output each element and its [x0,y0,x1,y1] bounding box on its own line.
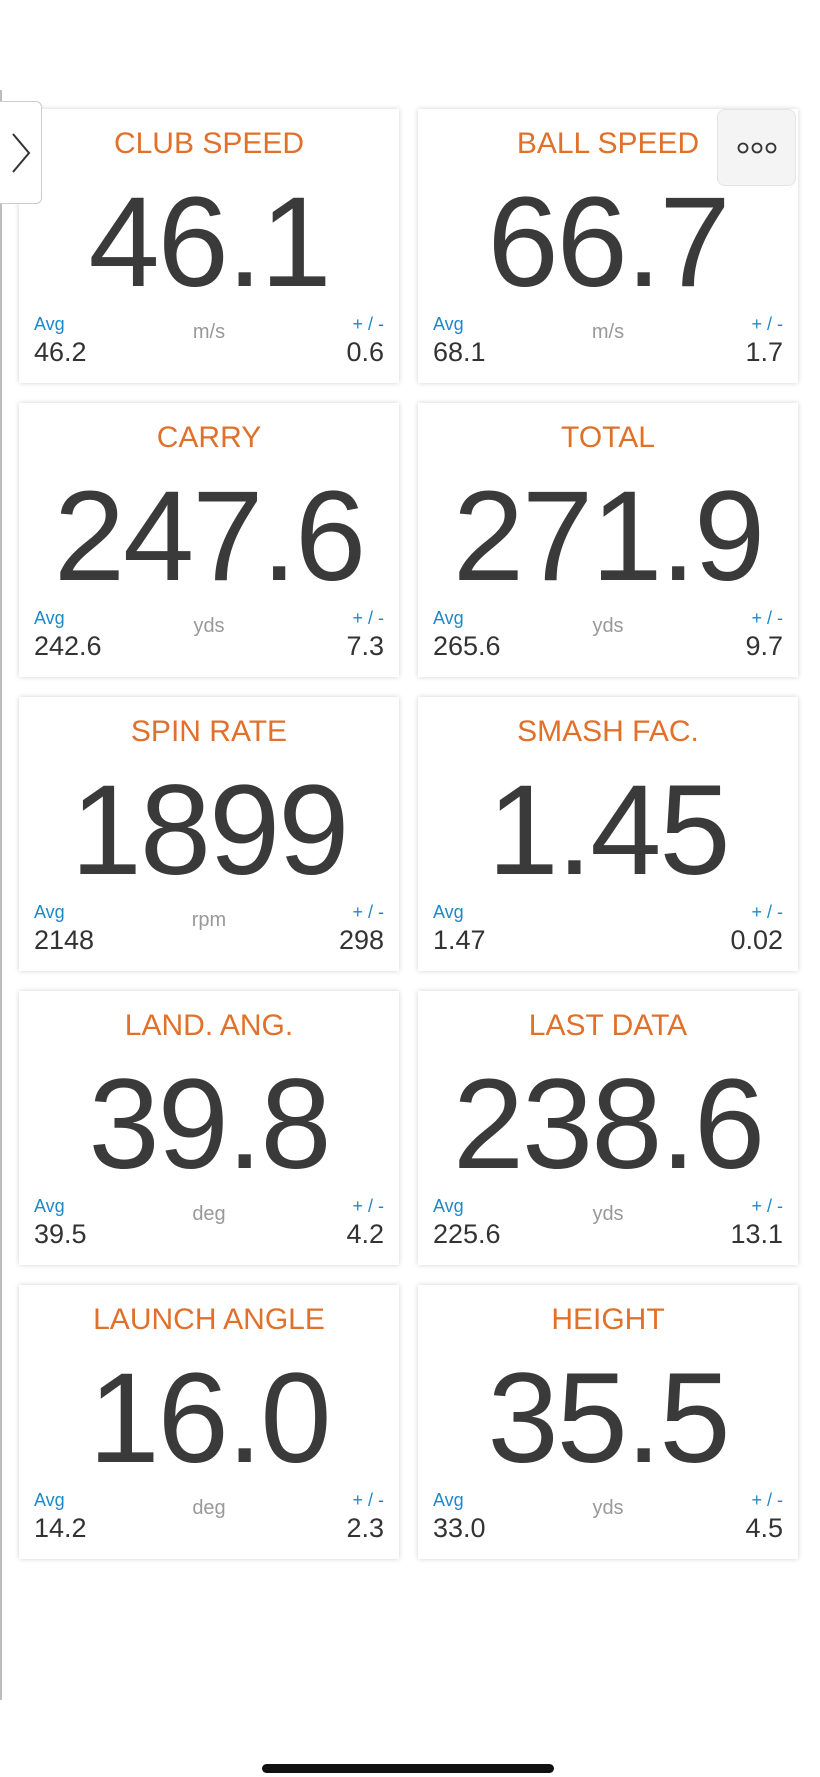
metric-title: SPIN RATE [130,715,288,748]
plus-minus-value: 7.3 [346,631,384,661]
metric-title: LAND. ANG. [124,1009,294,1042]
metric-unit: yds [592,1497,624,1519]
avg-value: 2148 [34,925,95,955]
metric-unit: m/s [192,321,226,343]
plus-minus-label: + / - [751,314,783,334]
expand-sidebar-button[interactable] [0,101,42,204]
avg-label: Avg [34,608,65,628]
avg-value: 225.6 [433,1219,501,1249]
metric-value: 1899 [70,759,350,902]
plus-minus-value: 0.02 [730,925,783,955]
avg-label: Avg [34,1196,65,1216]
metric-unit: yds [592,615,624,637]
chevron-right-icon [11,132,30,173]
metric-value: 66.7 [487,171,730,314]
metric-card[interactable]: TOTAL 271.9 Avg + / - yds 265.6 9.7 [418,403,798,677]
metric-card[interactable]: BALL SPEED 66.7 Avg + / - m/s 68.1 1.7 [418,109,798,383]
avg-value: 68.1 [433,337,486,367]
avg-label: Avg [34,1490,65,1510]
plus-minus-label: + / - [352,608,384,628]
avg-value: 242.6 [34,631,102,661]
metric-unit: yds [193,615,225,637]
metric-card[interactable]: SMASH FAC. 1.45 Avg + / - 1.47 0.02 [418,697,798,971]
plus-minus-label: + / - [751,1490,783,1510]
metric-value: 238.6 [452,1053,765,1196]
home-indicator[interactable] [262,1764,554,1773]
metric-value: 1.45 [487,759,730,902]
metric-card[interactable]: LAUNCH ANGLE 16.0 Avg + / - deg 14.2 2.3 [19,1285,399,1559]
metric-card[interactable]: CLUB SPEED 46.1 Avg + / - m/s 46.2 0.6 [19,109,399,383]
more-icon [737,142,776,153]
avg-value: 1.47 [433,925,486,955]
avg-label: Avg [433,314,464,334]
plus-minus-value: 9.7 [745,631,783,661]
metric-title: CLUB SPEED [113,127,305,160]
metric-card[interactable]: LAND. ANG. 39.8 Avg + / - deg 39.5 4.2 [19,991,399,1265]
metric-value: 39.8 [88,1053,331,1196]
avg-label: Avg [433,1196,464,1216]
plus-minus-label: + / - [751,608,783,628]
metric-value: 46.1 [88,171,331,314]
more-options-button[interactable] [717,109,796,186]
metric-card[interactable]: LAST DATA 238.6 Avg + / - yds 225.6 13.1 [418,991,798,1265]
metric-unit: m/s [591,321,625,343]
metric-unit: deg [192,1203,226,1225]
metrics-grid: CLUB SPEED 46.1 Avg + / - m/s 46.2 0.6 BA… [19,109,798,1559]
metric-title: HEIGHT [551,1303,665,1336]
plus-minus-label: + / - [751,1196,783,1216]
metric-unit: deg [192,1497,226,1519]
metric-value: 16.0 [88,1347,331,1490]
plus-minus-value: 1.7 [745,337,783,367]
plus-minus-label: + / - [352,1196,384,1216]
metric-card[interactable]: CARRY 247.6 Avg + / - yds 242.6 7.3 [19,403,399,677]
avg-value: 39.5 [34,1219,87,1249]
avg-label: Avg [433,902,464,922]
metric-title: LAUNCH ANGLE [93,1303,325,1336]
metric-card[interactable]: SPIN RATE 1899 Avg + / - rpm 2148 298 [19,697,399,971]
plus-minus-label: + / - [352,1490,384,1510]
plus-minus-label: + / - [352,314,384,334]
metric-value: 35.5 [487,1347,730,1490]
panel-edge [0,90,2,1700]
avg-value: 46.2 [34,337,87,367]
plus-minus-value: 0.6 [346,337,384,367]
avg-label: Avg [34,902,65,922]
metric-title: SMASH FAC. [517,715,699,748]
plus-minus-value: 4.5 [745,1513,783,1543]
metric-title: LAST DATA [528,1009,688,1042]
plus-minus-value: 298 [338,925,384,955]
plus-minus-label: + / - [751,902,783,922]
metric-unit: yds [592,1203,624,1225]
avg-value: 14.2 [34,1513,87,1543]
avg-value: 265.6 [433,631,501,661]
metric-card[interactable]: HEIGHT 35.5 Avg + / - yds 33.0 4.5 [418,1285,798,1559]
avg-label: Avg [433,1490,464,1510]
metric-value: 247.6 [53,465,366,608]
metric-title: BALL SPEED [516,127,700,160]
plus-minus-value: 4.2 [346,1219,384,1249]
metric-value: 271.9 [452,465,765,608]
avg-value: 33.0 [433,1513,486,1543]
metric-unit: rpm [191,909,227,931]
plus-minus-value: 2.3 [346,1513,384,1543]
plus-minus-value: 13.1 [730,1219,783,1249]
plus-minus-label: + / - [352,902,384,922]
metric-title: TOTAL [561,421,655,454]
avg-label: Avg [433,608,464,628]
avg-label: Avg [34,314,65,334]
metric-title: CARRY [156,421,262,454]
